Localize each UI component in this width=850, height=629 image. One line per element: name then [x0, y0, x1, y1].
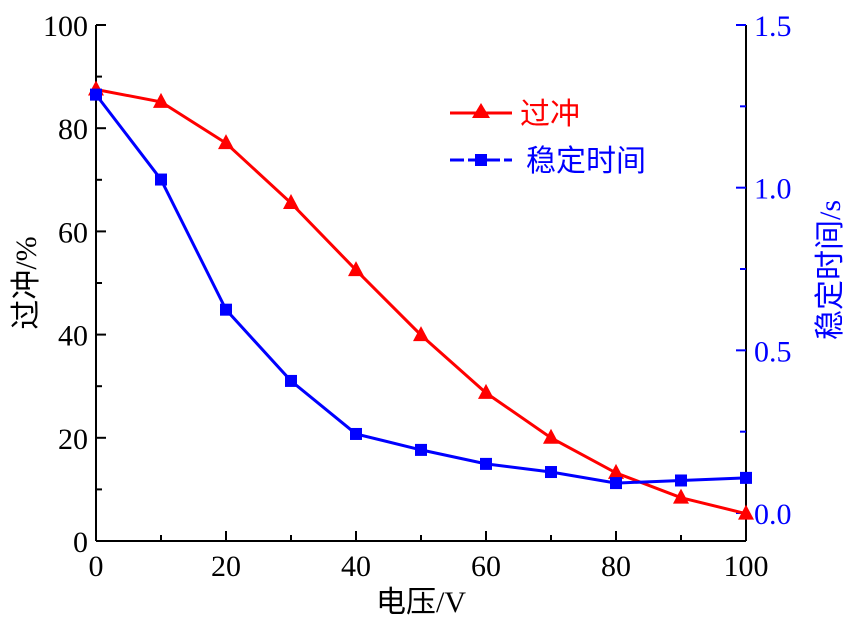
y-left-tick-label: 100 [43, 10, 88, 43]
legend-label-settling: 稳定时间 [526, 145, 646, 178]
x-tick-label: 80 [601, 550, 631, 583]
series-line-settling-time [94, 93, 747, 485]
overshoot-point [218, 134, 234, 150]
y-right-tick-label: 0.0 [754, 498, 792, 531]
y-right-tick-label: 0.5 [754, 335, 792, 368]
y-left-tick-label: 40 [58, 320, 88, 353]
settling-time-point [350, 427, 362, 440]
legend: 过冲 稳定时间 [450, 98, 646, 178]
settling-time-point [480, 457, 492, 470]
overshoot-point [608, 463, 624, 479]
x-axis-label: 电压/V [376, 586, 466, 619]
y-right-tick-label: 1.5 [754, 10, 792, 43]
axes: 0 20 40 60 80 100 0 20 40 60 80 100 0.0 0.5 1.0 1.5 [43, 10, 792, 583]
legend-marker-overshoot [472, 103, 490, 118]
settling-time-point [285, 374, 297, 387]
settling-time-point [675, 474, 687, 487]
settling-time-point [155, 173, 167, 186]
settling-time-point [220, 303, 232, 316]
overshoot-point [478, 383, 494, 399]
settling-time-point [610, 477, 622, 490]
overshoot-point [738, 504, 754, 520]
overshoot-point [153, 92, 169, 108]
y-left-tick-label: 60 [58, 216, 88, 249]
settling-time-point [545, 466, 557, 479]
settling-time-point [740, 471, 752, 484]
overshoot-point [673, 488, 689, 504]
x-tick-label: 40 [341, 550, 371, 583]
legend-label-overshoot: 过冲 [520, 98, 580, 131]
settling-time-point [90, 88, 102, 101]
legend-marker-settling [475, 154, 487, 166]
series-layer [88, 80, 754, 520]
y-left-tick-label: 20 [58, 423, 88, 456]
overshoot-point [348, 261, 364, 277]
y-right-axis-label: 稳定时间/s [814, 200, 847, 340]
y-left-tick-label: 80 [58, 113, 88, 146]
y-left-axis-label: 过冲/% [10, 236, 43, 329]
overshoot-point [283, 194, 299, 210]
overshoot-point [413, 326, 429, 342]
y-right-tick-label: 1.0 [754, 173, 792, 206]
x-tick-label: 0 [89, 550, 104, 583]
x-tick-label: 60 [471, 550, 501, 583]
x-tick-label: 100 [724, 550, 769, 583]
x-tick-label: 20 [211, 550, 241, 583]
settling-time-point [415, 443, 427, 456]
y-left-tick-label: 0 [73, 526, 88, 559]
overshoot-point [543, 428, 559, 444]
